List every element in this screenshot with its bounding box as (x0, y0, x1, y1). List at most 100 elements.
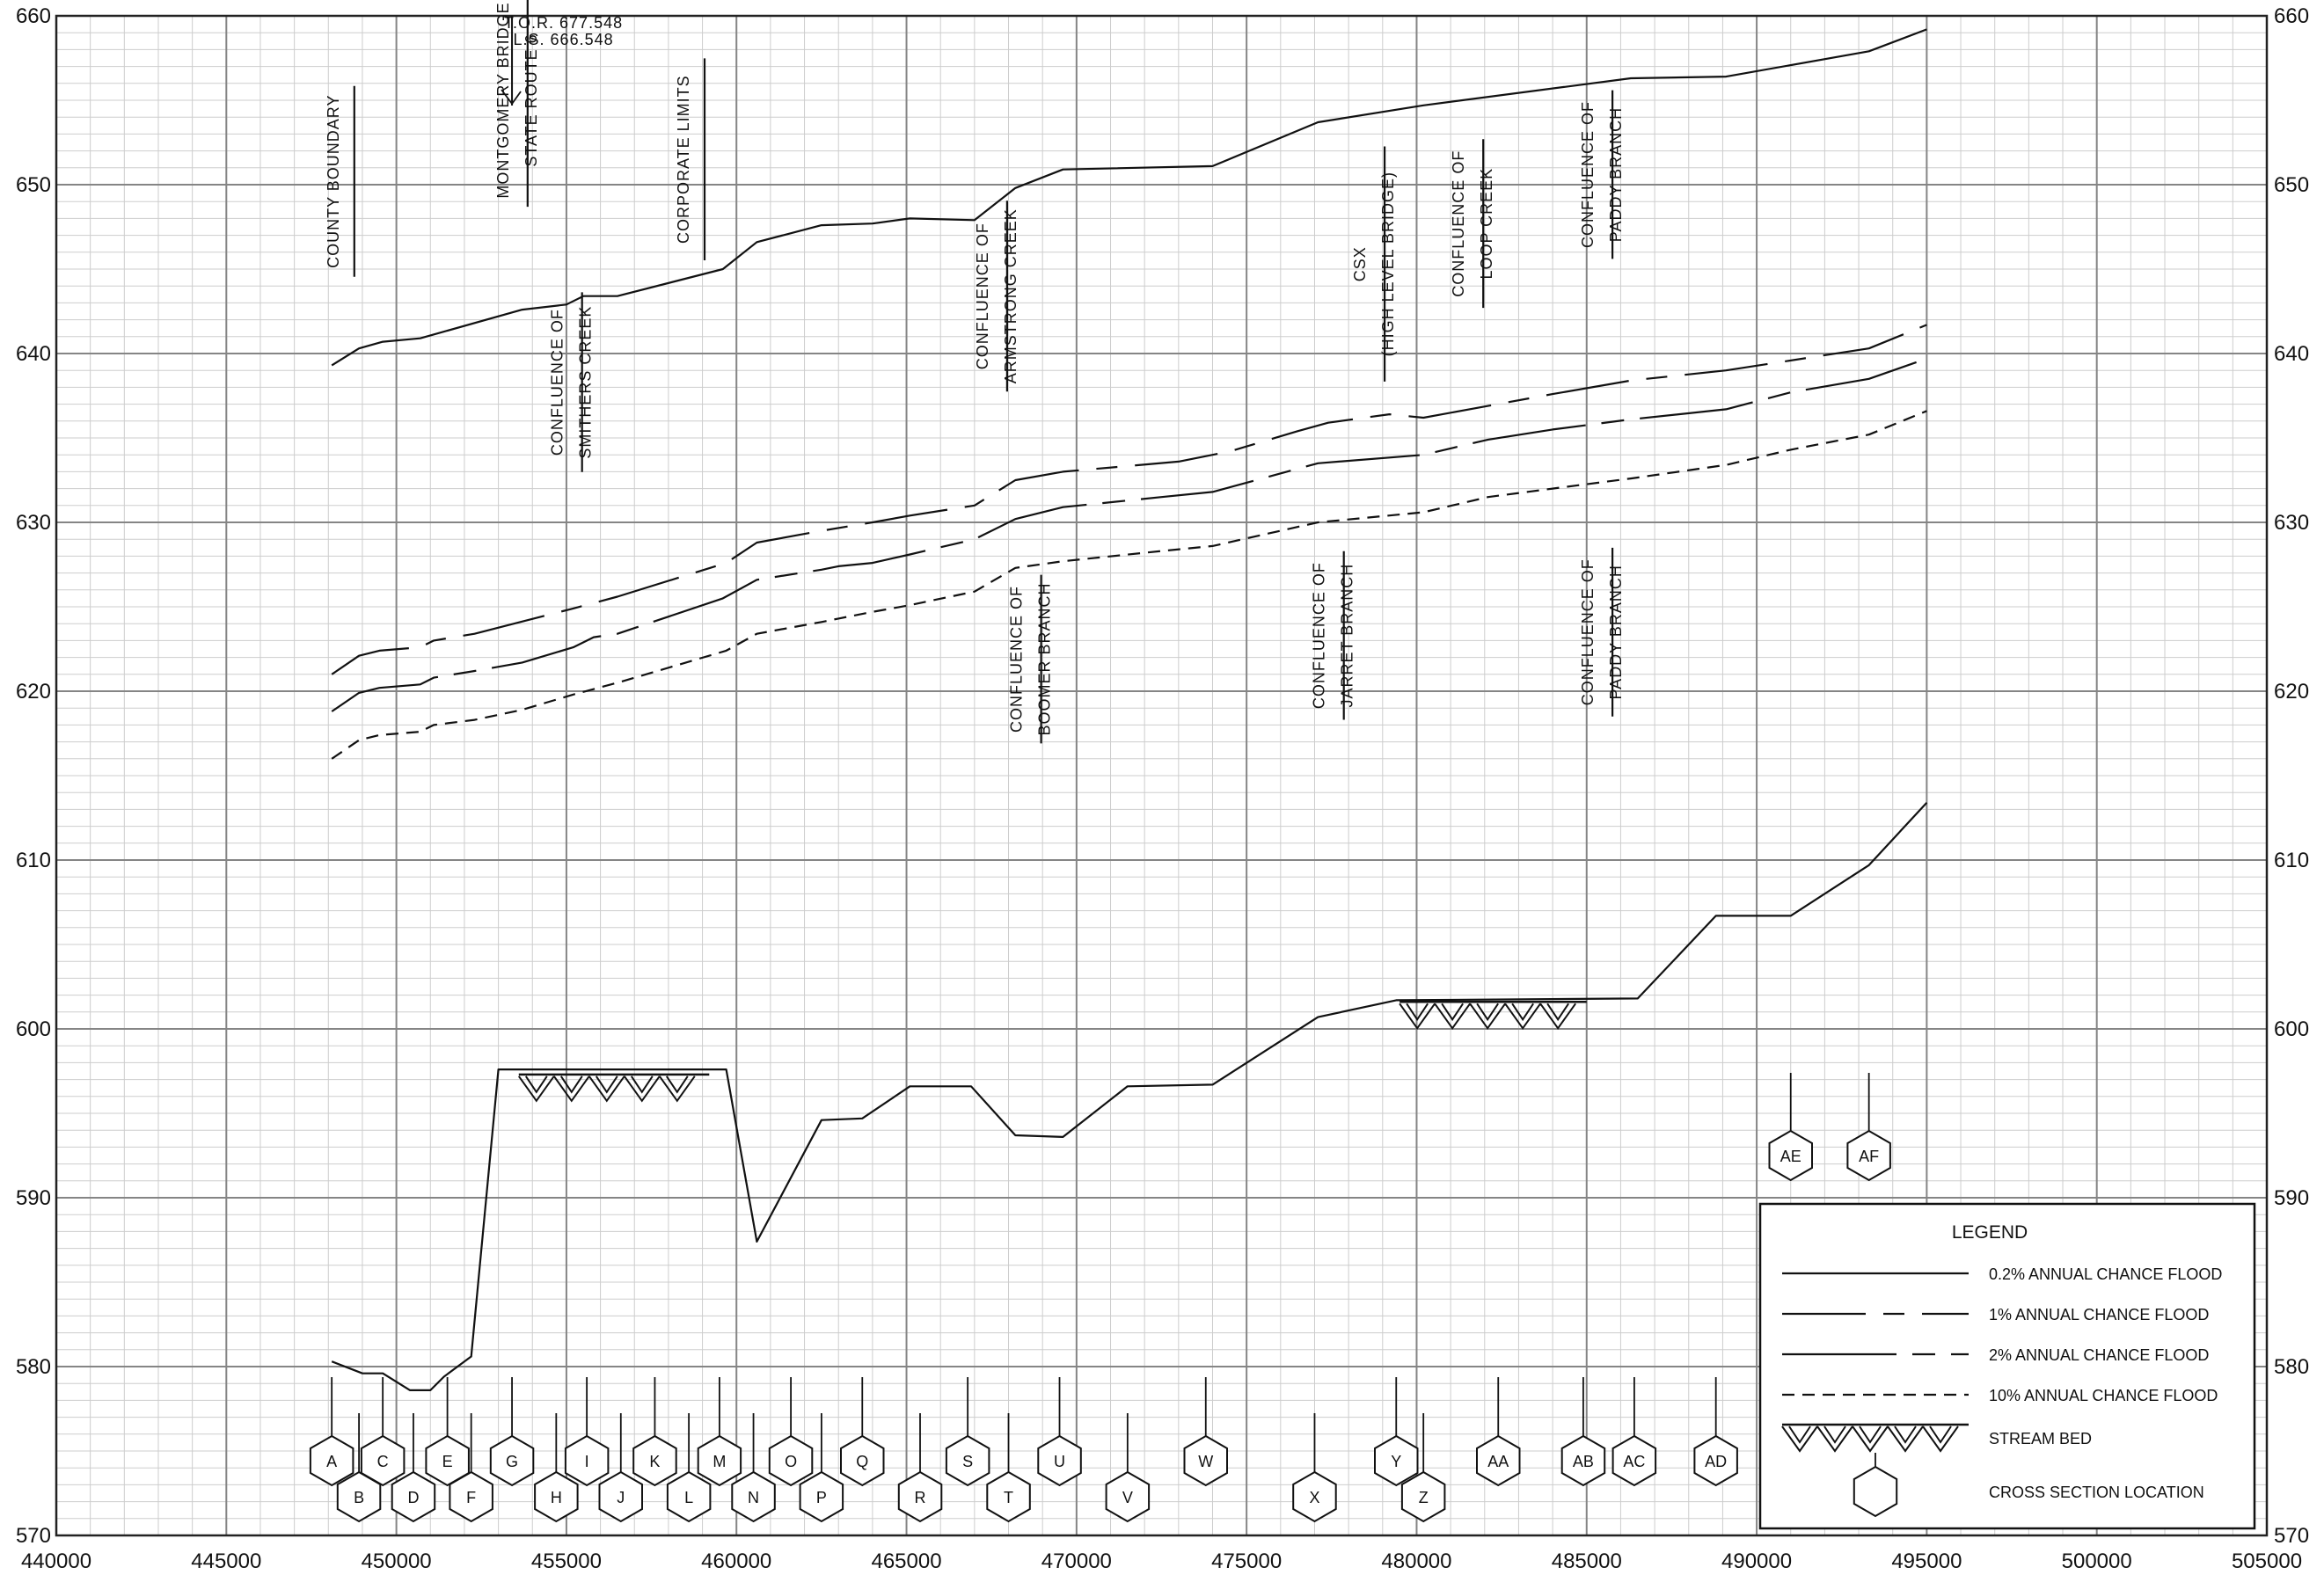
cross-section-hexagon (1693, 1434, 1738, 1487)
cross-section-t: T (986, 1413, 1031, 1523)
y-tick-label-right: 600 (2274, 1017, 2309, 1041)
cross-section-y: Y (1374, 1377, 1419, 1487)
y-tick-label-right: 570 (2274, 1524, 2309, 1548)
cross-section-hexagon (731, 1470, 776, 1523)
x-tick-label: 490000 (1721, 1549, 1792, 1573)
y-tick-label: 600 (16, 1017, 51, 1041)
cross-section-ae: AE (1768, 1073, 1813, 1182)
annotation-text: CORPORATE LIMITS (675, 75, 692, 244)
cross-section-hexagon (1476, 1434, 1521, 1487)
annotation-text: CONFLUENCE OF (974, 222, 991, 369)
cross-section-hexagon (768, 1434, 814, 1487)
hatch-zigzag (517, 1076, 696, 1103)
annotation-text: PADDY BRANCH (1607, 107, 1625, 242)
cross-section-hexagon (425, 1434, 470, 1487)
stream-bed-hatch (1781, 1423, 1969, 1453)
cross-section-i: I (564, 1377, 610, 1487)
cross-section-b: B (336, 1413, 382, 1523)
cross-section-label: Y (1391, 1453, 1401, 1470)
cross-section-g: G (489, 1377, 535, 1487)
cross-section-s: S (945, 1377, 990, 1487)
cross-section-label: L (684, 1489, 693, 1506)
legend-box (1758, 1202, 2256, 1530)
y-tick-label: 630 (16, 511, 51, 535)
annotation: CONFLUENCE OF PADDY BRANCH (1579, 90, 1625, 259)
cross-section-hexagon (697, 1434, 742, 1487)
annotation-text: CONFLUENCE OF (1579, 101, 1597, 248)
cross-section-q: Q (840, 1377, 885, 1487)
cross-section-label: AD (1705, 1453, 1727, 1470)
legend-label: 2% ANNUAL CHANCE FLOOD (1989, 1346, 2209, 1364)
plot-frame (55, 14, 2269, 1537)
legend-label: 10% ANNUAL CHANCE FLOOD (1989, 1387, 2218, 1404)
chart-series (331, 28, 1928, 1391)
cross-section-label: S (962, 1453, 973, 1470)
cross-section-hexagon (1768, 1129, 1813, 1182)
legend-item: CROSS SECTION LOCATION (1853, 1453, 2204, 1518)
x-tick-label: 465000 (871, 1549, 941, 1573)
annotation-text: CONFLUENCE OF (1311, 562, 1328, 709)
cross-section-w: W (1183, 1377, 1228, 1487)
x-tick-label: 505000 (2232, 1549, 2302, 1573)
stream-bed-hatch (1399, 1001, 1587, 1031)
cross-section-label: AC (1623, 1453, 1645, 1470)
cross-section-label: AE (1780, 1148, 1801, 1165)
y-tick-label-right: 610 (2274, 849, 2309, 872)
cross-section-h: H (534, 1413, 579, 1523)
y-tick-label-right: 630 (2274, 511, 2309, 535)
annotation-text: BOOMER BRANCH (1036, 582, 1054, 735)
annotation-text: (HIGH LEVEL BRIDGE) (1379, 171, 1397, 356)
annotation: CORPORATE LIMITS (675, 58, 706, 260)
cross-section-label: M (713, 1453, 726, 1470)
cross-section-label: V (1122, 1489, 1133, 1506)
y-tick-label: 660 (16, 4, 51, 28)
legend-item: STREAM BED (1781, 1423, 2092, 1453)
cross-section-label: P (816, 1489, 827, 1506)
cross-section-x: X (1292, 1413, 1337, 1523)
cross-section-label: Z (1419, 1489, 1429, 1506)
cross-section-hexagon (360, 1434, 406, 1487)
hatch-zigzag (1399, 1003, 1576, 1031)
x-tick-label: 440000 (21, 1549, 91, 1573)
cross-section-hexagon (1846, 1129, 1891, 1182)
x-tick-label: 470000 (1041, 1549, 1112, 1573)
series-line-p02 (331, 28, 1927, 367)
cross-section-hexagon (449, 1470, 493, 1523)
cross-section-hexagon (945, 1434, 990, 1487)
bridge-leader-hook (501, 89, 522, 106)
y-tick-label-right: 580 (2274, 1355, 2309, 1379)
chart-grid (55, 14, 2269, 1537)
annotation-text: CONFLUENCE OF (549, 309, 566, 456)
x-axis: 440000 445000 450000 455000 460000 465000 4700… (21, 1549, 2302, 1573)
y-tick-label: 580 (16, 1355, 51, 1379)
legend-item: 2% ANNUAL CHANCE FLOOD (1782, 1346, 2209, 1364)
cross-section-hexagon (1105, 1470, 1151, 1523)
cross-section-label: C (377, 1453, 389, 1470)
y-tick-label-right: 660 (2274, 4, 2309, 28)
cross-section-hexagon (1400, 1470, 1446, 1523)
annotation-text: JARRET BRANCH (1339, 564, 1356, 708)
cross-section-hexagon (1611, 1434, 1657, 1487)
cross-section-r: R (897, 1413, 943, 1523)
annotation-text: MONTGOMERY BRIDGE (494, 2, 512, 198)
cross-section-ac: AC (1611, 1377, 1657, 1487)
x-tick-label: 495000 (1891, 1549, 1962, 1573)
cross-section-label: AB (1573, 1453, 1594, 1470)
annotation: CSX (HIGH LEVEL BRIDGE) (1351, 146, 1397, 382)
cross-section-label: AA (1487, 1453, 1509, 1470)
y-tick-label-right: 620 (2274, 680, 2309, 704)
cross-section-hexagon (666, 1470, 712, 1523)
cross-section-z: Z (1400, 1413, 1446, 1523)
cross-section-n: N (731, 1413, 776, 1523)
annotation: MONTGOMERY BRIDGE STATE ROUTE 6 (494, 0, 540, 208)
cross-section-label: W (1198, 1453, 1213, 1470)
cross-section-hexagon (840, 1434, 885, 1487)
annotation: CONFLUENCE OF ARMSTRONG CREEK (974, 201, 1019, 392)
cross-section-u: U (1037, 1377, 1082, 1487)
hatch-zigzag (1781, 1426, 1959, 1453)
legend-label: 1% ANNUAL CHANCE FLOOD (1989, 1306, 2209, 1323)
cross-section-j: J (598, 1413, 643, 1523)
tor-note: T.O.R. 677.548 (504, 14, 623, 32)
